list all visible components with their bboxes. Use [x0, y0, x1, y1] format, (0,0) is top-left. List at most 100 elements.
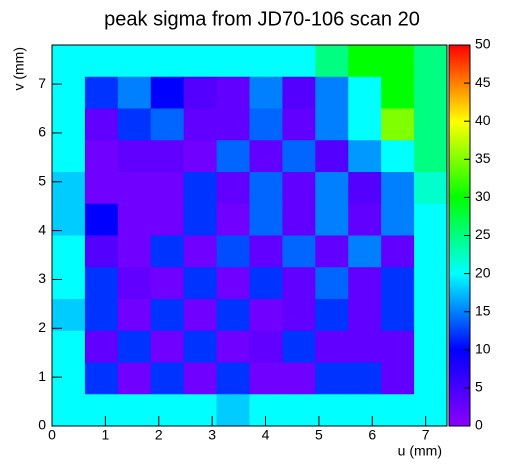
heatmap-cell: [117, 362, 152, 395]
heatmap-cell: [84, 172, 119, 205]
heatmap-cell: [414, 172, 448, 205]
heatmap-cell: [315, 330, 349, 363]
heatmap-cell: [249, 45, 283, 78]
heatmap-cell: [216, 45, 250, 78]
heatmap-cell: [282, 172, 316, 205]
heatmap-cell: [348, 108, 382, 141]
heatmap-cell: [84, 108, 119, 141]
heatmap-cell: [52, 76, 86, 109]
heatmap-cell: [216, 362, 250, 395]
x-tick-label: 6: [368, 427, 376, 443]
heatmap-cell: [52, 235, 86, 268]
heatmap-cell: [84, 235, 119, 268]
heatmap-cell: [117, 330, 152, 363]
heatmap-cell: [84, 362, 119, 395]
color-bar-label: 10: [475, 341, 491, 357]
heatmap-cell: [117, 299, 152, 332]
heatmap-cell: [183, 45, 218, 78]
heatmap-cell: [117, 235, 152, 268]
heatmap-cell: [249, 299, 283, 332]
heatmap-cell: [249, 267, 283, 300]
heatmap-cell: [249, 330, 283, 363]
heatmap-cell: [282, 330, 316, 363]
heatmap-cell: [414, 203, 448, 236]
heatmap-cell: [315, 203, 349, 236]
heatmap-cell: [52, 108, 86, 141]
heatmap-cell: [381, 108, 415, 141]
heatmap-cell: [348, 76, 382, 109]
heatmap-cell: [381, 235, 415, 268]
heatmap-cell: [282, 299, 316, 332]
x-tick-label: 0: [48, 427, 56, 443]
heatmap-cell: [414, 267, 448, 300]
heatmap-cell: [117, 108, 152, 141]
heatmap-cell: [315, 108, 349, 141]
y-tick-label: 0: [38, 417, 46, 433]
heatmap-cell: [414, 76, 448, 109]
color-bar-label: 25: [475, 226, 491, 242]
y-axis-title: v (mm): [11, 47, 27, 91]
heatmap-cell: [315, 45, 349, 78]
y-tick-label: 3: [38, 270, 46, 286]
heatmap-cell: [84, 330, 119, 363]
heatmap-cell: [117, 45, 152, 78]
heatmap-cell: [216, 76, 250, 109]
heatmap-cell: [52, 140, 86, 173]
heatmap-cell: [52, 203, 86, 236]
heatmap-cell: [282, 45, 316, 78]
heatmap-cell: [348, 140, 382, 173]
heatmap-cell: [414, 330, 448, 363]
heatmap-cell: [52, 299, 86, 332]
x-tick-label: 7: [422, 427, 430, 443]
heatmap-cell: [183, 235, 218, 268]
color-bar-label: 30: [475, 188, 491, 204]
heatmap-cell: [150, 45, 185, 78]
heatmap-cell: [381, 76, 415, 109]
heatmap-cell: [414, 108, 448, 141]
heatmap-cell: [414, 45, 448, 78]
heatmap-cell: [84, 140, 119, 173]
heatmap-cell: [315, 140, 349, 173]
heatmap-cell: [117, 394, 152, 427]
heatmap-cell: [52, 172, 86, 205]
heatmap-cell: [216, 267, 250, 300]
heatmap-cell: [150, 330, 185, 363]
heatmap-cell: [183, 203, 218, 236]
color-bar-label: 15: [475, 302, 491, 318]
heatmap-cell: [282, 76, 316, 109]
x-axis-title: u (mm): [398, 443, 442, 459]
x-tick-label: 5: [315, 427, 323, 443]
color-bar-label: 40: [475, 112, 491, 128]
y-tick-label: 5: [38, 172, 46, 188]
heatmap-cell: [150, 267, 185, 300]
heatmap-cell: [414, 362, 448, 395]
heatmap-cell: [348, 267, 382, 300]
heatmap-cell: [249, 76, 283, 109]
heatmap-cell: [183, 140, 218, 173]
heatmap-cell: [249, 140, 283, 173]
x-tick-label: 4: [262, 427, 270, 443]
heatmap-cell: [183, 299, 218, 332]
heatmap-cell: [348, 299, 382, 332]
heatmap-cell: [414, 299, 448, 332]
heatmap-cell: [117, 76, 152, 109]
heatmap-cell: [150, 394, 185, 427]
chart-title: peak sigma from JD70-106 scan 20: [104, 8, 420, 30]
heatmap-cell: [216, 330, 250, 363]
heatmap-cell: [282, 362, 316, 395]
heatmap-cell: [315, 235, 349, 268]
color-bar-label: 0: [475, 417, 483, 433]
heatmap-cell: [381, 330, 415, 363]
color-bar-label: 45: [475, 74, 491, 90]
heatmap-cell: [84, 299, 119, 332]
heatmap-cell: [183, 172, 218, 205]
heatmap-cell: [249, 203, 283, 236]
heatmap-cell: [381, 267, 415, 300]
heatmap-cell: [216, 108, 250, 141]
heatmap-cell: [282, 235, 316, 268]
heatmap-cell: [348, 235, 382, 268]
plot-frame: [51, 44, 448, 427]
y-tick-label: 4: [38, 221, 46, 237]
heatmap-cell: [183, 108, 218, 141]
